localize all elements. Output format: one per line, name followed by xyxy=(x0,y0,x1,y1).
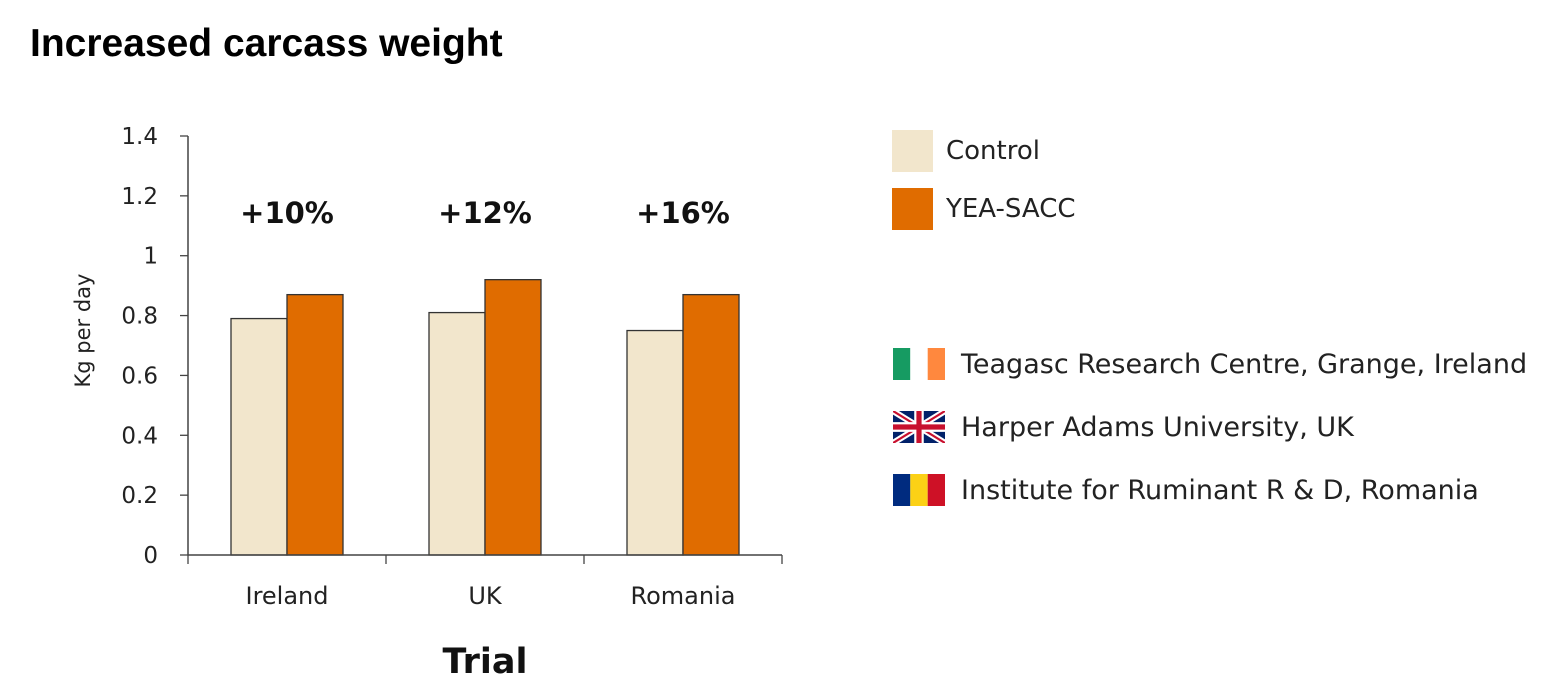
x-tick-label: UK xyxy=(468,582,503,610)
trial-source-label: Harper Adams University, UK xyxy=(961,411,1354,443)
y-tick-label: 0 xyxy=(143,543,158,569)
trial-source-ireland: Teagasc Research Centre, Grange, Ireland xyxy=(893,348,1527,380)
trial-source-label: Teagasc Research Centre, Grange, Ireland xyxy=(961,348,1528,380)
x-tick-label: Romania xyxy=(631,582,736,610)
legend-item-control: Control xyxy=(892,130,1040,172)
y-tick-label: 1 xyxy=(143,244,158,270)
bar-control-romania xyxy=(626,329,684,556)
percent-increase-label: +16% xyxy=(636,196,730,230)
legend-swatch-yea-sacc xyxy=(892,188,933,230)
legend-label-control: Control xyxy=(946,136,1040,166)
y-tick-label: 0.6 xyxy=(121,363,158,389)
y-tick-label: 0.2 xyxy=(121,483,158,509)
ireland-flag-icon xyxy=(893,348,945,380)
percent-increase-label: +12% xyxy=(438,196,532,230)
trial-source-uk: Harper Adams University, UK xyxy=(893,411,1354,443)
percent-increase-label: +10% xyxy=(240,196,334,230)
x-axis-label: Trial xyxy=(443,642,528,682)
bar-yea-sacc-romania xyxy=(682,293,740,556)
y-tick-label: 0.8 xyxy=(121,304,158,330)
y-tick-label: 1.2 xyxy=(121,184,158,210)
trial-source-romania: Institute for Ruminant R & D, Romania xyxy=(893,474,1479,506)
y-tick-label: 1.4 xyxy=(121,124,158,150)
page-title: Increased carcass weight xyxy=(30,22,503,65)
y-axis-label: Kg per day xyxy=(71,274,95,388)
bar-control-ireland xyxy=(230,317,288,556)
bar-yea-sacc-uk xyxy=(484,279,542,556)
uk-flag-icon xyxy=(893,411,945,443)
bar-control-uk xyxy=(428,311,486,556)
bar-yea-sacc-ireland xyxy=(286,293,344,556)
y-tick-label: 0.4 xyxy=(121,423,158,449)
x-tick-label: Ireland xyxy=(245,582,328,610)
legend-label-yea-sacc: YEA-SACC xyxy=(946,194,1076,224)
romania-flag-icon xyxy=(893,474,945,506)
legend-swatch-control xyxy=(892,130,933,172)
legend-item-yea-sacc: YEA-SACC xyxy=(892,188,1076,230)
trial-source-label: Institute for Ruminant R & D, Romania xyxy=(961,474,1479,506)
